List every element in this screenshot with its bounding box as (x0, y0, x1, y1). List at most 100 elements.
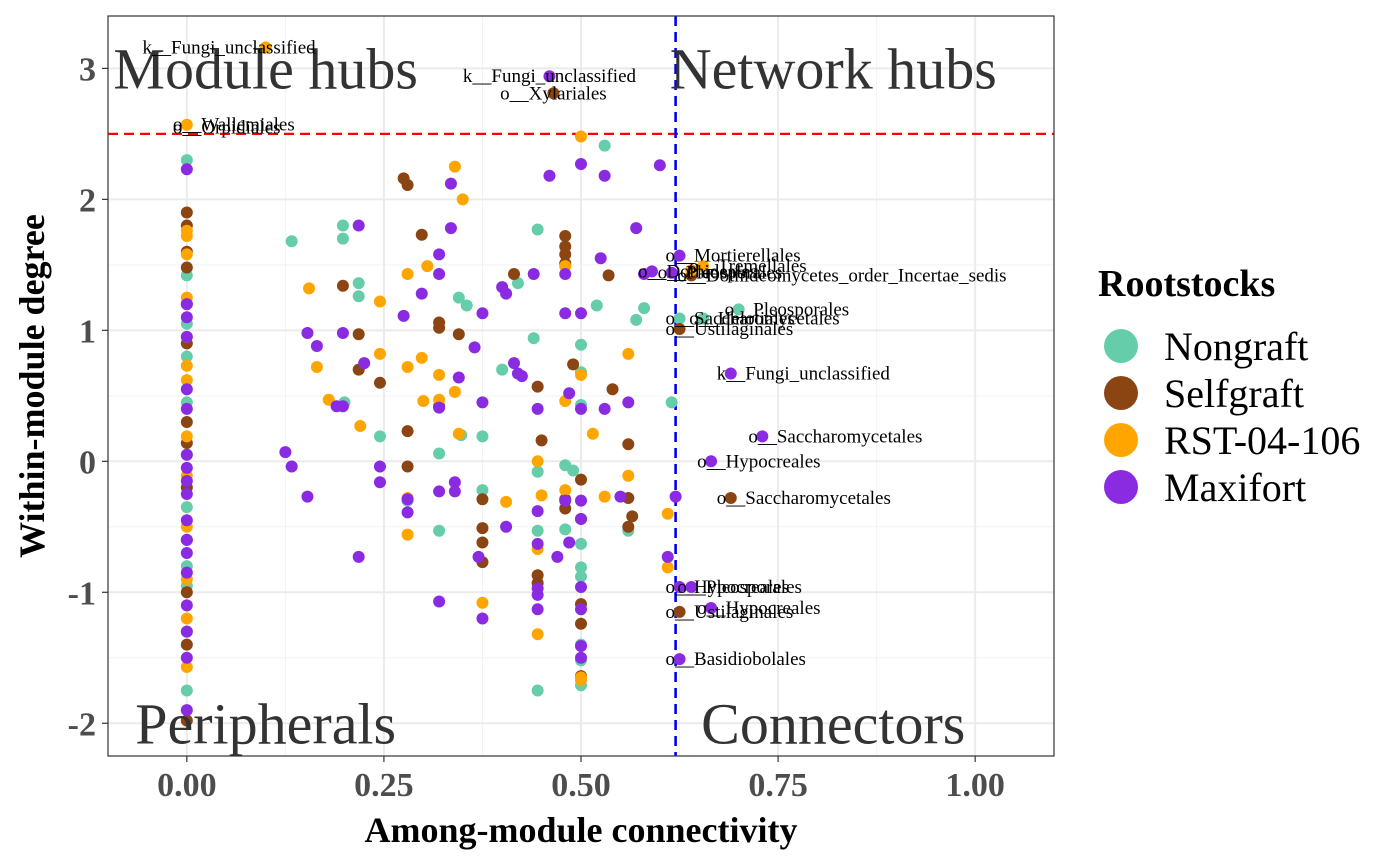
data-point (527, 268, 540, 281)
data-point (515, 370, 528, 383)
data-point (559, 230, 572, 243)
point-label: o__Pleosporales (677, 577, 802, 598)
data-point (673, 249, 686, 262)
data-point (575, 494, 587, 507)
data-point (559, 494, 572, 507)
data-point (598, 169, 611, 182)
data-point (401, 178, 414, 191)
data-point (575, 617, 587, 630)
data-point (476, 396, 489, 409)
data-point (559, 248, 572, 261)
data-point (575, 368, 587, 381)
point-label: o__Saccharomycetales (666, 309, 840, 330)
data-point (352, 219, 365, 232)
data-point (602, 269, 615, 282)
data-point (575, 603, 587, 616)
data-point (279, 446, 292, 459)
legend-swatch (1104, 329, 1138, 363)
data-point (180, 118, 193, 131)
data-point (401, 528, 414, 541)
data-point (626, 510, 639, 523)
data-point (543, 169, 556, 182)
data-point (531, 505, 544, 518)
data-point (531, 603, 544, 616)
data-point (531, 402, 544, 415)
data-point (322, 393, 335, 406)
data-point (433, 401, 446, 414)
data-point (476, 493, 489, 506)
data-point (415, 287, 428, 300)
data-point (547, 87, 560, 100)
data-point (476, 536, 489, 549)
quadrant-label: Module hubs (113, 36, 418, 101)
x-tick-label: 0.25 (354, 767, 414, 804)
data-point (180, 586, 193, 599)
y-tick-label: 1 (79, 313, 96, 350)
data-point (622, 347, 635, 360)
series-nongraft (180, 139, 745, 697)
quadrant-label: Peripherals (135, 691, 396, 756)
data-point (259, 41, 272, 54)
data-point (531, 684, 544, 697)
data-point (724, 367, 737, 380)
series-maxifort (180, 70, 769, 717)
data-point (531, 537, 544, 550)
data-point (575, 581, 587, 594)
data-point (559, 484, 572, 497)
data-point (180, 261, 193, 274)
data-point (415, 351, 428, 364)
y-tick-label: 2 (79, 182, 96, 219)
data-point (476, 522, 489, 535)
data-point (531, 524, 544, 537)
data-point (452, 427, 465, 440)
point-label: o__Orpidiales (173, 117, 281, 138)
data-point (468, 341, 481, 354)
data-point (673, 605, 686, 618)
data-point (507, 268, 520, 281)
y-tick-label: -2 (68, 706, 96, 743)
data-point (575, 512, 587, 525)
data-point (180, 704, 193, 717)
point-label: o__Hypocreales (666, 577, 789, 598)
data-point (697, 312, 710, 325)
data-point (531, 588, 544, 601)
data-point (180, 248, 193, 261)
data-point (673, 323, 686, 336)
data-point (180, 359, 193, 372)
point-label: o__Basidiobolales (666, 649, 806, 670)
data-point (433, 447, 446, 460)
data-point (673, 312, 686, 325)
data-point (303, 282, 316, 295)
data-point (352, 550, 365, 563)
data-point (336, 326, 349, 339)
data-point (551, 550, 564, 563)
data-point (665, 266, 678, 279)
data-point (373, 376, 386, 389)
data-point (653, 159, 666, 172)
data-point (507, 357, 520, 370)
data-point (180, 684, 193, 697)
data-point (433, 321, 446, 334)
data-point (180, 230, 193, 243)
point-label: o__Hypocreales (697, 598, 820, 619)
data-point (575, 158, 587, 170)
legend-swatch (1104, 376, 1138, 410)
data-points (180, 41, 769, 727)
data-point (180, 448, 193, 461)
data-point (421, 260, 434, 273)
point-label: o__Ustilaginales (666, 319, 794, 340)
data-point (476, 596, 489, 609)
legend-label: RST-04-106 (1164, 418, 1360, 463)
data-point (575, 537, 587, 550)
data-point (180, 546, 193, 559)
data-point (535, 489, 548, 502)
point-label: k__Fungi_unclassified (717, 364, 891, 385)
data-point (575, 473, 587, 486)
data-point (630, 313, 643, 326)
data-point (180, 566, 193, 579)
data-point (285, 460, 298, 473)
point-label: o__Pleosporales (725, 299, 850, 320)
data-point (500, 520, 513, 533)
data-point (472, 550, 485, 563)
data-point (301, 490, 314, 503)
